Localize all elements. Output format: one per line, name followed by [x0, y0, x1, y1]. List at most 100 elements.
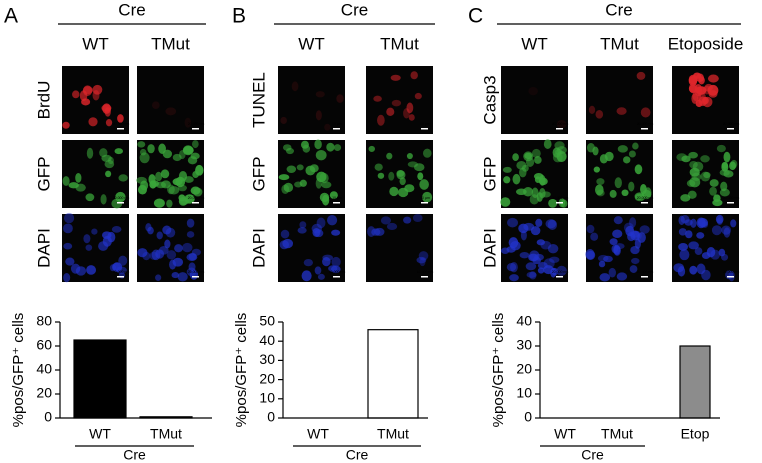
cell: [549, 256, 560, 263]
cell: [523, 151, 534, 162]
cell: [627, 231, 636, 242]
cell: [609, 238, 618, 246]
cell: [139, 152, 150, 164]
cell: [388, 171, 395, 181]
cell: [678, 228, 687, 236]
cell: [632, 142, 639, 150]
cell: [301, 270, 312, 282]
scale-bar: [641, 202, 648, 204]
cell: [623, 156, 631, 164]
x-tick-label: Etop: [681, 426, 710, 442]
cell: [105, 170, 112, 178]
cell: [111, 198, 123, 209]
cell: [155, 274, 162, 281]
cell: [280, 116, 287, 125]
cell: [75, 172, 82, 183]
y-tick-label: 60: [36, 337, 52, 353]
cell: [300, 140, 309, 149]
y-tick-label: 0: [524, 409, 532, 425]
group-label: Cre: [341, 0, 368, 19]
column-label: WT: [298, 34, 324, 53]
cell: [529, 271, 537, 280]
cell: [631, 257, 640, 265]
cell: [681, 155, 691, 163]
cell: [586, 250, 596, 260]
cell: [506, 263, 517, 272]
cell: [709, 186, 717, 196]
cell: [286, 165, 297, 173]
scale-label: 10 µm: [420, 122, 430, 126]
y-tick-label: 0: [44, 409, 52, 425]
cell: [521, 164, 529, 172]
cell: [416, 256, 427, 264]
cell: [419, 257, 426, 267]
cell: [616, 107, 627, 115]
cell: [147, 144, 155, 154]
cell: [528, 86, 538, 96]
cell: [419, 179, 429, 190]
cell: [406, 152, 413, 160]
bar: [679, 345, 711, 419]
cell: [593, 166, 601, 173]
cell: [547, 243, 559, 254]
cell: [62, 176, 70, 186]
cell: [102, 231, 112, 239]
scale-label: 20,000 nm: [188, 122, 205, 126]
cell: [104, 160, 115, 169]
cell: [186, 231, 195, 238]
cell: [680, 194, 691, 202]
cell: [637, 232, 646, 243]
cell: [598, 260, 606, 268]
cell: [329, 191, 338, 200]
cell: [418, 251, 429, 261]
y-axis-label: %pos/GFP⁺ cells: [10, 313, 27, 428]
scale-label: 10 µm: [420, 196, 430, 200]
cell: [548, 198, 558, 208]
cell: [391, 99, 402, 107]
scale-bar: [333, 276, 340, 278]
cell: [178, 196, 188, 206]
cell: [721, 162, 729, 172]
cell: [519, 251, 530, 259]
cell: [713, 194, 721, 202]
y-tick-label: 40: [516, 313, 532, 329]
cell: [556, 119, 567, 129]
cell: [611, 244, 619, 254]
cell: [520, 230, 527, 241]
cell: [81, 98, 91, 106]
cell: [595, 110, 604, 119]
cell: [629, 265, 638, 273]
cell: [296, 164, 304, 171]
column-label: TMut: [380, 34, 419, 53]
scale-bar: [727, 128, 734, 130]
y-tick-label: 20: [259, 370, 275, 386]
cell: [299, 221, 307, 229]
cell: [188, 262, 196, 272]
column-label: TMut: [151, 34, 190, 53]
cell: [169, 259, 177, 270]
y-tick-label: 50: [259, 313, 275, 329]
micrograph: [366, 214, 433, 282]
cell: [137, 141, 146, 148]
cell: [510, 240, 521, 251]
cell: [315, 149, 327, 161]
column-label: WT: [82, 34, 108, 53]
cell: [386, 152, 393, 160]
cell: [368, 145, 376, 152]
scale-label: 10,000 nm: [329, 270, 346, 274]
scale-bar: [117, 202, 124, 204]
cell: [690, 218, 697, 228]
scale-label: 20,000 nm: [552, 122, 569, 126]
row-label: GFP: [249, 157, 268, 192]
scale-bar: [192, 202, 199, 204]
cell: [63, 242, 73, 250]
scale-label: 20,000 nm: [637, 196, 654, 200]
cell: [330, 265, 341, 274]
cell: [315, 177, 322, 189]
cell: [534, 156, 542, 164]
cell: [111, 226, 122, 233]
cell: [151, 101, 160, 110]
column-label: Etoposide: [668, 34, 744, 53]
cell: [609, 189, 617, 198]
cell: [117, 114, 124, 123]
